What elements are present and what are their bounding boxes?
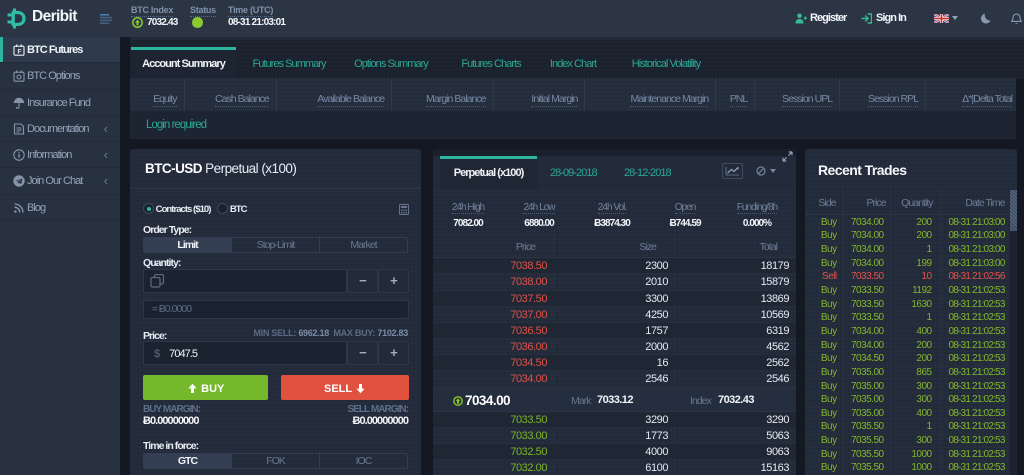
svg-text:F: F xyxy=(17,49,21,56)
